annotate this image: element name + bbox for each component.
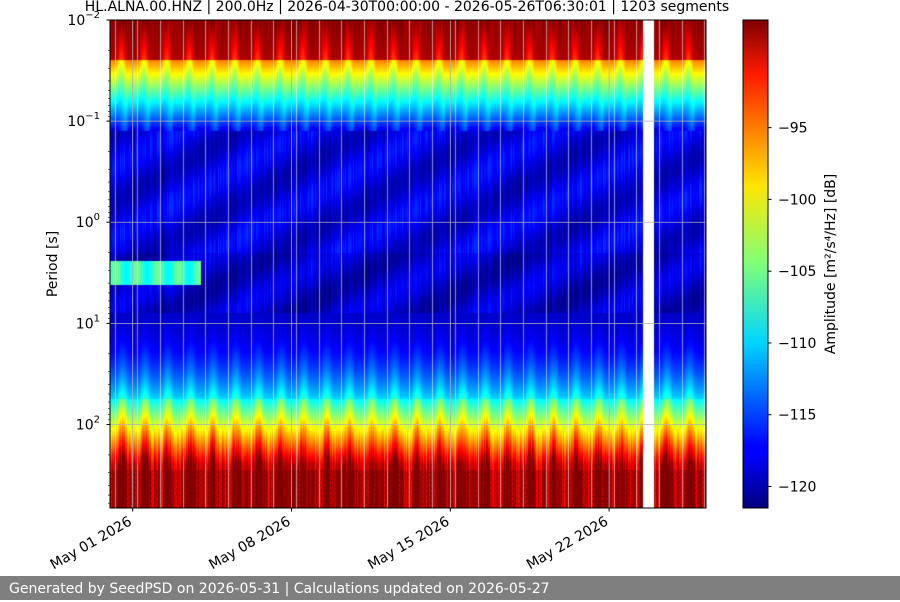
y-axis: 10−2 10−1 100 101 102 <box>67 10 110 504</box>
x-axis: May 01 2026 May 08 2026 May 15 2026 May 22 … <box>48 508 611 574</box>
colorbar-label: Amplitude [m²/s⁴/Hz] [dB] <box>823 174 839 354</box>
y-axis-label: Period [s] <box>45 231 61 297</box>
grid-lines <box>110 20 706 508</box>
colorbar <box>742 19 769 509</box>
colorbar-axis: −95 −100 −105 −110 −115 −120 <box>768 121 816 495</box>
colorbar-tick-label: −95 <box>778 121 808 137</box>
spectrogram-plot <box>110 20 706 508</box>
chart-title: HL.ALNA.00.HNZ | 200.0Hz | 2026-04-30T00… <box>85 0 729 15</box>
y-tick-label: 100 <box>76 212 100 231</box>
y-tick-label: 101 <box>76 313 100 332</box>
colorbar-tick-label: −110 <box>778 336 816 352</box>
colorbar-tick-label: −115 <box>778 408 816 424</box>
x-tick-label: May 08 2026 <box>206 514 293 574</box>
colorbar-tick-label: −105 <box>778 264 816 280</box>
x-tick-label: May 01 2026 <box>48 514 135 574</box>
y-tick-label: 102 <box>76 414 100 433</box>
y-tick-label: 10−1 <box>67 111 100 130</box>
footer-text: Generated by SeedPSD on 2026-05-31 | Cal… <box>9 581 550 597</box>
x-tick-label: May 15 2026 <box>365 514 452 574</box>
colorbar-tick-label: −100 <box>778 192 816 208</box>
spectrogram-figure: HL.ALNA.00.HNZ | 200.0Hz | 2026-04-30T00… <box>45 0 839 574</box>
plot-frame <box>109 19 707 509</box>
x-tick-label: May 22 2026 <box>524 514 611 574</box>
y-tick-label: 10−2 <box>67 10 100 29</box>
colorbar-tick-label: −120 <box>778 479 816 495</box>
footer-bar: Generated by SeedPSD on 2026-05-31 | Cal… <box>0 576 900 600</box>
